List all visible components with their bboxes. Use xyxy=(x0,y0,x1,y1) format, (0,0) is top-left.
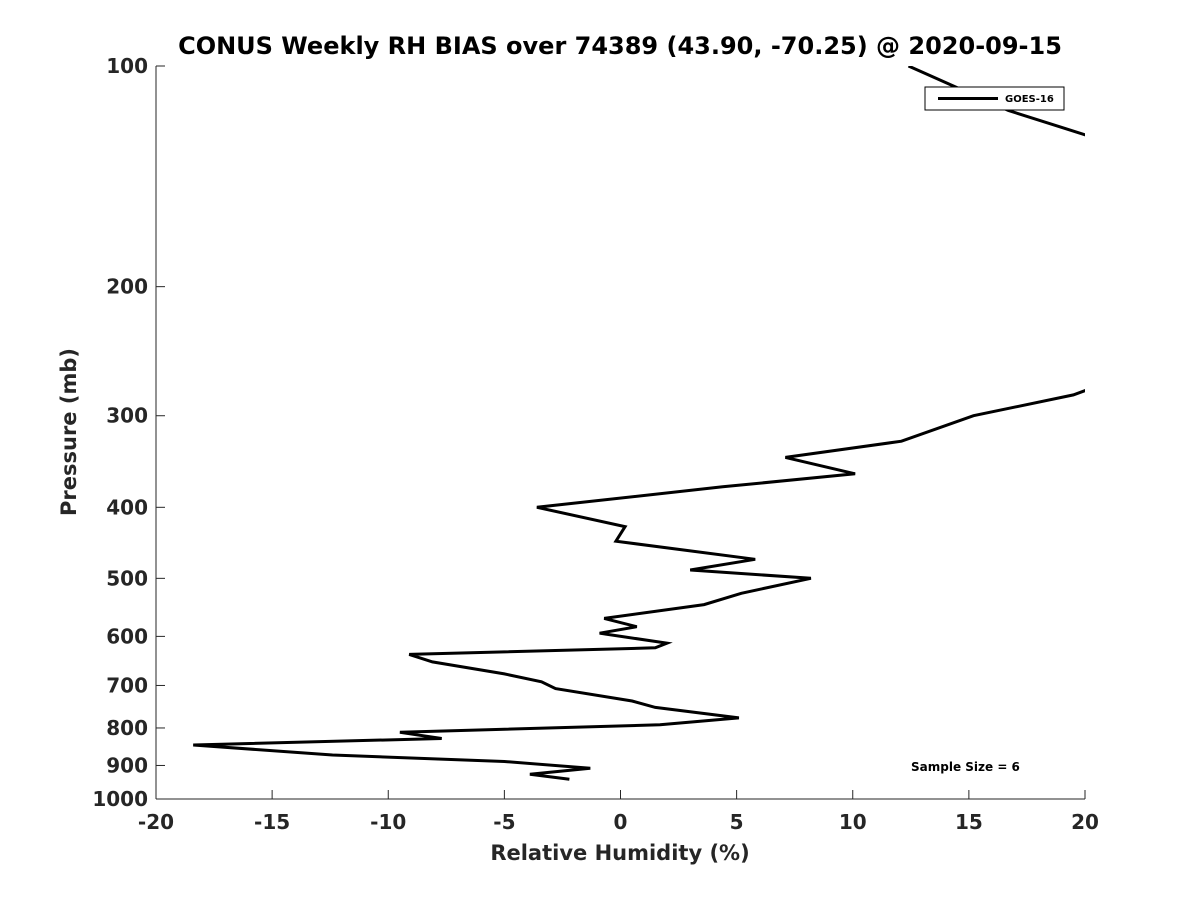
x-tick-label: 5 xyxy=(730,810,744,834)
y-tick-label: 300 xyxy=(106,404,148,428)
y-axis-label: Pressure (mb) xyxy=(57,348,81,516)
x-tick-label: -10 xyxy=(370,810,406,834)
x-tick-label: 0 xyxy=(614,810,628,834)
x-tick-label: 15 xyxy=(955,810,983,834)
y-tick-label: 600 xyxy=(106,624,148,648)
sample-size-annotation: Sample Size = 6 xyxy=(911,760,1020,774)
x-axis-label: Relative Humidity (%) xyxy=(490,841,749,865)
y-axis: 100 200 300 400 500 600 700 800 900 1000 xyxy=(92,54,165,811)
y-tick-label: 100 xyxy=(106,54,148,78)
y-tick-label: 800 xyxy=(106,716,148,740)
y-tick-label: 200 xyxy=(106,275,148,299)
series-line-goes16 xyxy=(193,66,1085,781)
x-axis: -20 -15 -10 -5 0 5 10 15 20 xyxy=(138,790,1099,834)
x-tick-label: 10 xyxy=(839,810,867,834)
legend: GOES-16 xyxy=(924,86,1065,111)
plot-area: -20 -15 -10 -5 0 5 10 15 20 100 200 300 400 500 600 70… xyxy=(92,54,1099,834)
legend-label-goes16: GOES-16 xyxy=(1005,94,1054,105)
y-tick-label: 900 xyxy=(106,753,148,777)
x-tick-label: -15 xyxy=(254,810,290,834)
y-tick-label: 700 xyxy=(106,673,148,697)
series-layer xyxy=(193,66,1085,781)
x-tick-label: 20 xyxy=(1071,810,1099,834)
x-tick-label: -20 xyxy=(138,810,174,834)
chart-title: CONUS Weekly RH BIAS over 74389 (43.90, … xyxy=(178,32,1062,60)
y-tick-label: 400 xyxy=(106,495,148,519)
y-tick-label: 1000 xyxy=(92,787,148,811)
plot-background xyxy=(156,66,1085,799)
x-tick-label: -5 xyxy=(493,810,515,834)
y-tick-label: 500 xyxy=(106,566,148,590)
